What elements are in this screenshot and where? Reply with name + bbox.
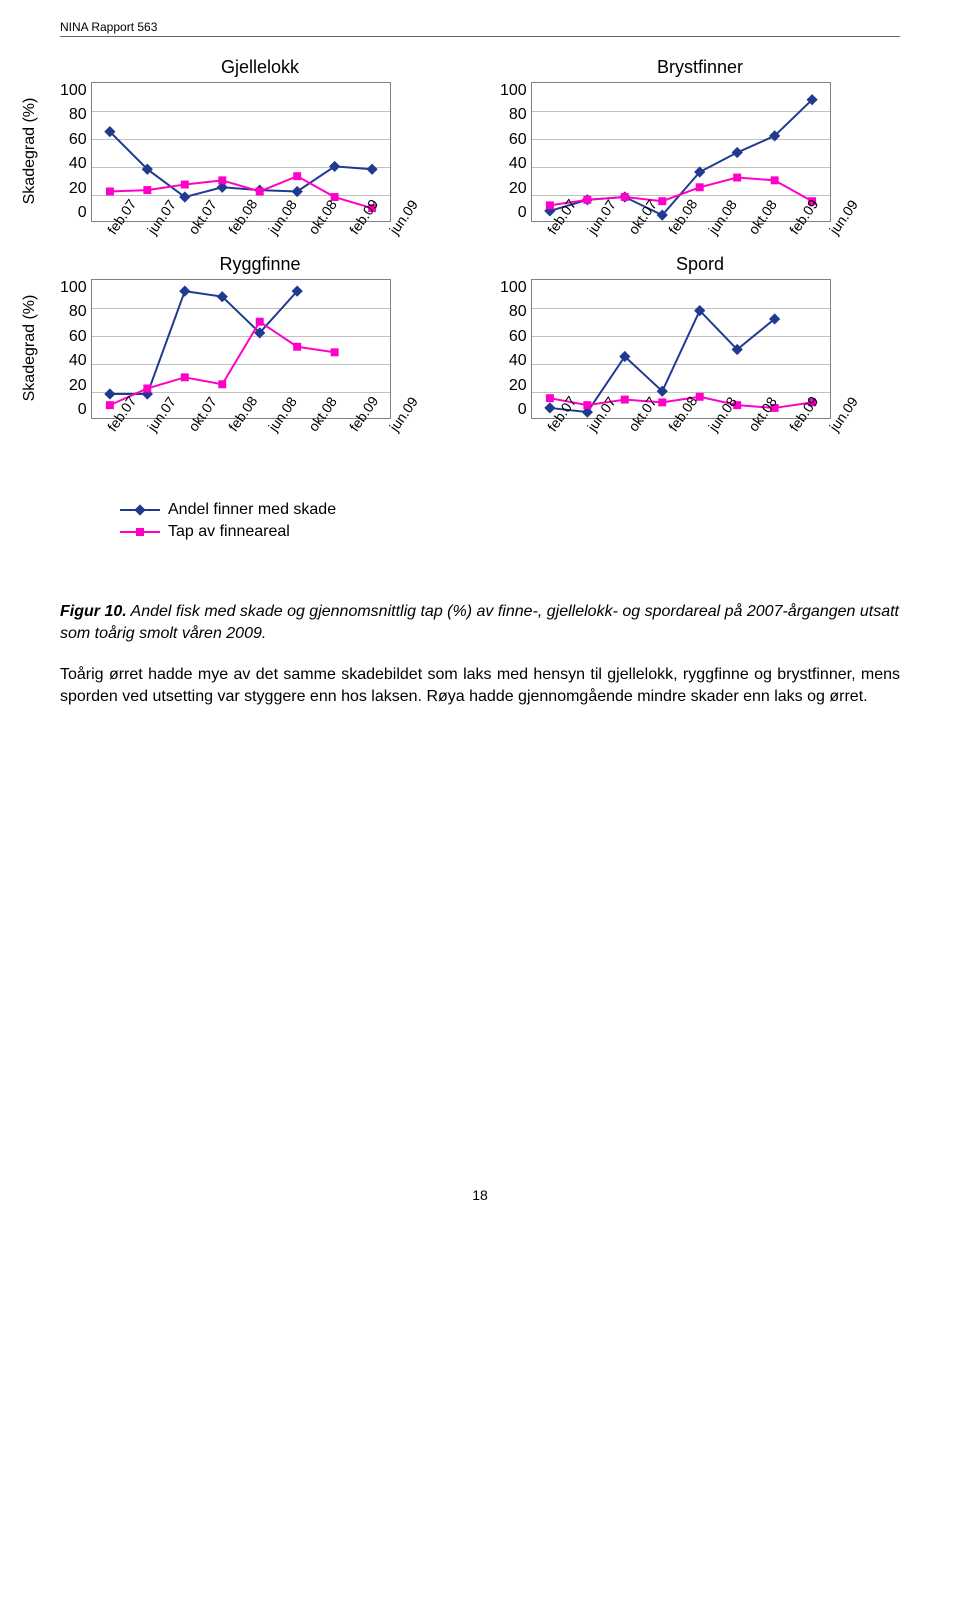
x-tick: okt.07 — [185, 220, 204, 237]
x-tick: jun.09 — [826, 417, 845, 434]
x-tick: okt.08 — [305, 220, 324, 237]
x-tick: jun.07 — [584, 220, 603, 237]
report-header: NINA Rapport 563 — [60, 20, 900, 37]
y-tick: 100 — [500, 279, 527, 297]
legend-label-2: Tap av finneareal — [168, 523, 290, 541]
x-tick: feb.09 — [786, 417, 805, 434]
body-paragraph: Toårig ørret hadde mye av det samme skad… — [60, 664, 900, 707]
legend-swatch-1 — [120, 509, 160, 511]
y-axis: 100 80 60 40 20 0 — [500, 279, 531, 419]
plot-area — [91, 279, 391, 419]
figure-caption-text: Andel fisk med skade og gjennomsnittlig … — [60, 603, 899, 642]
y-tick: 100 — [60, 82, 87, 100]
x-tick: okt.07 — [625, 220, 644, 237]
y-tick: 40 — [509, 352, 527, 370]
x-axis: feb.07 jun.07 okt.07 feb.08 jun.08 okt.08 feb.… — [96, 222, 396, 244]
x-tick: feb.08 — [665, 417, 684, 434]
x-tick: jun.07 — [584, 417, 603, 434]
y-tick: 60 — [509, 131, 527, 149]
x-tick: jun.08 — [705, 220, 724, 237]
chart-svg — [532, 280, 830, 419]
figure-caption: Figur 10. Andel fisk med skade og gjenno… — [60, 601, 900, 644]
y-axis-label: Skadegrad (%) — [21, 294, 39, 401]
y-tick: 80 — [69, 303, 87, 321]
chart-title: Brystfinner — [500, 57, 900, 78]
x-tick: feb.08 — [225, 220, 244, 237]
chart-svg — [92, 280, 390, 419]
y-tick: 0 — [78, 401, 87, 419]
y-tick: 20 — [509, 377, 527, 395]
x-tick: jun.08 — [705, 417, 724, 434]
x-tick: okt.08 — [745, 417, 764, 434]
plot-area — [91, 82, 391, 222]
y-tick: 80 — [69, 106, 87, 124]
y-tick: 60 — [69, 131, 87, 149]
x-tick: okt.07 — [625, 417, 644, 434]
chart-legend: Andel finner med skade Tap av finneareal — [120, 501, 900, 541]
x-tick: feb.07 — [104, 220, 123, 237]
legend-item-2: Tap av finneareal — [120, 523, 900, 541]
plot-area — [531, 279, 831, 419]
x-tick: okt.08 — [745, 220, 764, 237]
chart-title: Ryggfinne — [60, 254, 460, 275]
y-axis-label: Skadegrad (%) — [21, 97, 39, 204]
y-tick: 80 — [509, 303, 527, 321]
chart-2: Skadegrad (%) Ryggfinne 100806040200 feb… — [60, 254, 460, 441]
y-tick: 20 — [69, 180, 87, 198]
y-tick: 20 — [509, 180, 527, 198]
page-number: 18 — [60, 1187, 900, 1203]
y-axis: 100 80 60 40 20 0 — [500, 82, 531, 222]
y-tick: 60 — [509, 328, 527, 346]
x-tick: feb.07 — [544, 417, 563, 434]
chart-3: Spord 100806040200 feb.07jun.07okt.07feb… — [500, 254, 900, 441]
x-tick: jun.09 — [826, 220, 845, 237]
y-tick: 0 — [518, 401, 527, 419]
chart-title: Spord — [500, 254, 900, 275]
y-tick: 40 — [69, 352, 87, 370]
chart-svg — [532, 83, 830, 222]
x-axis: feb.07 jun.07 okt.07 feb.08 jun.08 okt.08 feb.… — [536, 222, 836, 244]
y-axis: 100 80 60 40 20 0 — [60, 82, 91, 222]
y-axis: 100 80 60 40 20 0 — [60, 279, 91, 419]
y-tick: 100 — [500, 82, 527, 100]
x-tick: feb.09 — [786, 220, 805, 237]
x-tick: okt.08 — [305, 417, 324, 434]
y-tick: 60 — [69, 328, 87, 346]
x-tick: jun.08 — [265, 220, 284, 237]
chart-title: Gjellelokk — [60, 57, 460, 78]
y-tick: 80 — [509, 106, 527, 124]
x-tick: feb.09 — [346, 220, 365, 237]
charts-grid: Skadegrad (%) Gjellelokk 100806040200 fe… — [60, 57, 900, 441]
chart-0: Skadegrad (%) Gjellelokk 100806040200 fe… — [60, 57, 460, 244]
chart-svg — [92, 83, 390, 222]
x-tick: feb.08 — [665, 220, 684, 237]
y-tick: 100 — [60, 279, 87, 297]
x-tick: feb.09 — [346, 417, 365, 434]
y-tick: 0 — [78, 204, 87, 222]
legend-label-1: Andel finner med skade — [168, 501, 336, 519]
x-tick: feb.08 — [225, 417, 244, 434]
x-tick: jun.08 — [265, 417, 284, 434]
x-tick: feb.07 — [104, 417, 123, 434]
x-tick: feb.07 — [544, 220, 563, 237]
x-axis: feb.07 jun.07 okt.07 feb.08 jun.08 okt.08 feb.… — [96, 419, 396, 441]
x-axis: feb.07 jun.07 okt.07 feb.08 jun.08 okt.08 feb.… — [536, 419, 836, 441]
x-tick: jun.07 — [144, 220, 163, 237]
x-tick: okt.07 — [185, 417, 204, 434]
y-tick: 20 — [69, 377, 87, 395]
y-tick: 40 — [69, 155, 87, 173]
legend-item-1: Andel finner med skade — [120, 501, 900, 519]
legend-swatch-2 — [120, 531, 160, 533]
y-tick: 0 — [518, 204, 527, 222]
y-tick: 40 — [509, 155, 527, 173]
plot-area — [531, 82, 831, 222]
x-tick: jun.07 — [144, 417, 163, 434]
x-tick: jun.09 — [386, 220, 405, 237]
x-tick: jun.09 — [386, 417, 405, 434]
figure-number: Figur 10. — [60, 603, 127, 620]
chart-1: Brystfinner 100 80 60 40 20 0 feb.07 jun.07 okt… — [500, 57, 900, 244]
